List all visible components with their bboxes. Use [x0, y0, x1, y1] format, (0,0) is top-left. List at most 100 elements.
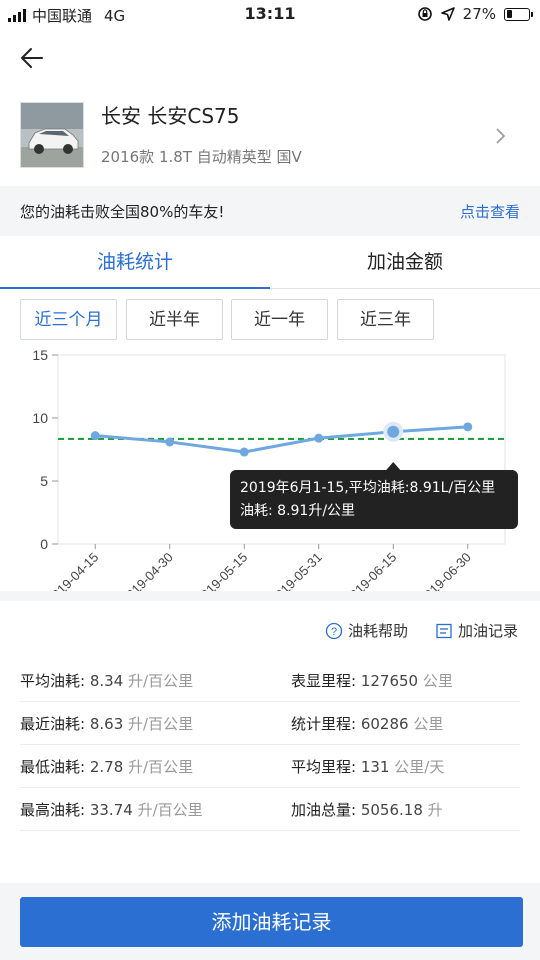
status-right: 27%	[417, 5, 533, 23]
stat-avg-mileage: 平均里程: 131 公里/天	[291, 756, 444, 777]
status-bar: 中国联通 4G 13:11 27%	[0, 0, 540, 30]
chevron-right-icon	[496, 128, 506, 144]
tooltip-line1: 2019年6月1-15,平均油耗:8.91L/百公里	[240, 480, 495, 496]
data-point	[90, 431, 100, 441]
stat-label: 最高油耗:	[20, 801, 86, 819]
stat-tracked-mileage: 统计里程: 60286 公里	[291, 713, 443, 734]
x-tick-label: 2019-04-30	[118, 550, 176, 591]
stat-value: 131	[360, 758, 390, 776]
nav-bar	[0, 30, 540, 88]
period-6-months[interactable]: 近半年	[126, 299, 223, 340]
signal-icon	[8, 9, 26, 22]
stat-unit: 升	[427, 801, 443, 819]
stat-label: 统计里程:	[291, 715, 357, 733]
stat-label: 最近油耗:	[20, 715, 86, 733]
stat-total-fuel: 加油总量: 5056.18 升	[291, 799, 443, 820]
stat-label: 最低油耗:	[20, 758, 86, 776]
y-tick-label: 5	[40, 473, 48, 489]
data-point	[165, 437, 175, 447]
stat-value: 8.34	[89, 672, 124, 690]
car-name: 长安 长安CS75	[101, 104, 240, 128]
car-card[interactable]: 长安 长安CS75 2016款 1.8T 自动精英型 国V	[0, 88, 540, 186]
stat-avg-consumption: 平均油耗: 8.34 升/百公里	[20, 670, 193, 691]
tab-underline	[0, 287, 270, 289]
tooltip-box	[230, 470, 518, 529]
stat-max-consumption: 最高油耗: 33.74 升/百公里	[20, 799, 203, 820]
rank-text: 您的油耗击败全国80%的车友!	[20, 203, 225, 221]
y-tick-label: 0	[40, 536, 48, 552]
period-3-months[interactable]: 近三个月	[20, 299, 117, 340]
tab-fuel-amount[interactable]: 加油金额	[366, 251, 443, 273]
add-fuel-record-button[interactable]: 添加油耗记录	[20, 897, 523, 947]
x-tick-label: 2019-05-31	[267, 550, 325, 591]
stat-value: 2.78	[89, 758, 124, 776]
data-point	[239, 447, 249, 457]
stat-row: 最近油耗: 8.63 升/百公里 统计里程: 60286 公里	[20, 702, 520, 745]
car-spec: 2016款 1.8T 自动精英型 国V	[101, 148, 302, 166]
stat-row: 平均油耗: 8.34 升/百公里 表显里程: 127650 公里	[20, 659, 520, 702]
stat-value: 60286	[360, 715, 409, 733]
plot-frame	[57, 354, 506, 545]
fuel-consumption-chart: 0 5 10 15 2019-04-15 2019-04-30 2019-05-15 2019…	[32, 347, 518, 591]
period-3-years[interactable]: 近三年	[337, 299, 434, 340]
stat-value: 8.63	[89, 715, 124, 733]
fuel-record-label: 加油记录	[458, 622, 519, 640]
stat-label: 表显里程:	[291, 672, 357, 690]
tab-bar: 油耗统计 加油金额	[0, 236, 540, 289]
data-point-highlighted	[387, 425, 400, 438]
stat-row: 最低油耗: 2.78 升/百公里 平均里程: 131 公里/天	[20, 745, 520, 788]
lock-rotation-icon	[417, 7, 432, 21]
battery-percent: 27%	[462, 5, 496, 23]
stat-label: 加油总量:	[291, 801, 357, 819]
fuel-record-link[interactable]: 加油记录	[435, 620, 518, 641]
stat-unit: 升/百公里	[128, 715, 194, 733]
network-label: 4G	[104, 6, 126, 25]
x-tick-label: 2019-05-15	[193, 550, 251, 591]
stat-value: 5056.18	[360, 801, 423, 819]
carrier-label: 中国联通	[32, 7, 93, 25]
back-button[interactable]	[14, 40, 50, 76]
battery-icon	[504, 7, 533, 21]
tooltip-arrow	[386, 462, 401, 470]
list-icon	[436, 623, 452, 638]
x-tick-label: 2019-06-15	[342, 550, 400, 591]
period-1-year[interactable]: 近一年	[231, 299, 328, 340]
battery-fill	[506, 10, 513, 18]
data-point	[463, 422, 473, 432]
y-tick-label: 15	[32, 347, 48, 363]
stat-label: 平均油耗:	[20, 672, 86, 690]
status-time: 13:11	[244, 4, 296, 23]
tab-fuel-stats[interactable]: 油耗统计	[96, 251, 173, 273]
status-left: 中国联通 4G	[8, 5, 125, 26]
stat-unit: 升/百公里	[137, 801, 203, 819]
back-arrow-icon	[21, 48, 43, 68]
stats-panel: ? 油耗帮助 加油记录 平均油耗: 8.34 升/百公里 表显里程: 12765…	[0, 601, 540, 883]
stat-recent-consumption: 最近油耗: 8.63 升/百公里	[20, 713, 193, 734]
stat-label: 平均里程:	[291, 758, 357, 776]
stat-unit: 公里	[413, 715, 444, 733]
help-circle-icon: ?	[325, 622, 343, 639]
stat-value: 127650	[360, 672, 419, 690]
x-tick-label: 2019-06-30	[416, 550, 474, 591]
stat-unit: 升/百公里	[128, 672, 194, 690]
stat-odometer: 表显里程: 127650 公里	[291, 670, 453, 691]
svg-text:?: ?	[331, 626, 337, 638]
fuel-help-link[interactable]: ? 油耗帮助	[325, 620, 408, 641]
view-rank-link[interactable]: 点击查看	[459, 203, 520, 221]
series-line	[95, 425, 468, 454]
stat-unit: 升/百公里	[128, 758, 194, 776]
stat-unit: 公里/天	[394, 758, 445, 776]
data-point	[314, 433, 324, 443]
location-icon	[440, 7, 455, 21]
stat-value: 33.74	[89, 801, 133, 819]
stat-row: 最高油耗: 33.74 升/百公里 加油总量: 5056.18 升	[20, 788, 520, 831]
bottom-bar: 添加油耗记录	[0, 883, 540, 960]
rank-banner: 您的油耗击败全国80%的车友! 点击查看	[0, 186, 540, 236]
fuel-help-label: 油耗帮助	[348, 622, 409, 640]
y-tick-label: 10	[32, 410, 48, 426]
tooltip-line2: 油耗: 8.91升/公里	[240, 503, 355, 519]
car-thumbnail	[20, 102, 84, 168]
chart-section: 近三个月 近半年 近一年 近三年 0 5 10 15 2019-04-15 2019-04…	[0, 289, 540, 591]
x-tick-label: 2019-04-15	[44, 550, 102, 591]
stat-min-consumption: 最低油耗: 2.78 升/百公里	[20, 756, 193, 777]
